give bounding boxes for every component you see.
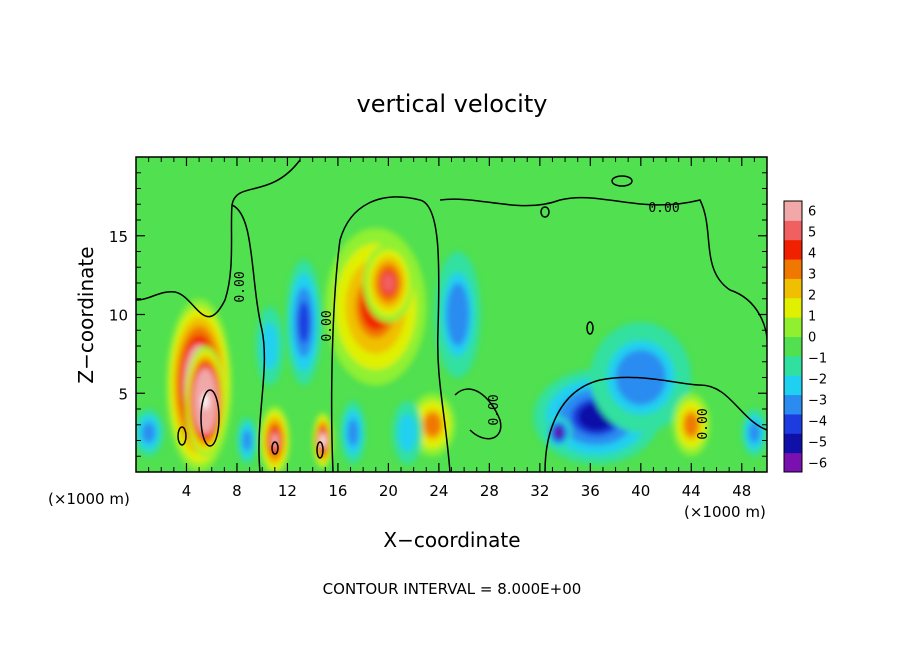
colorbar-swatch: [784, 355, 802, 376]
velocity-field: [136, 227, 767, 472]
x-tick-label: 44: [682, 482, 701, 500]
velocity-blob: [242, 430, 252, 451]
zero-contour-line: [136, 159, 301, 318]
contour-loop: [540, 206, 550, 218]
x-unit-label-right: (×1000 m): [684, 503, 766, 521]
colorbar-label: 3: [808, 268, 816, 283]
zero-contour-line: [231, 204, 266, 472]
y-axis-title: Z−coordinate: [74, 246, 98, 383]
contour-loop: [177, 426, 187, 446]
velocity-blob: [446, 283, 470, 346]
colorbar-swatch: [784, 336, 802, 357]
x-tick-label: 12: [278, 482, 297, 500]
velocity-blob: [684, 412, 699, 437]
x-axis-title: X−coordinate: [383, 528, 520, 552]
colorbar-label: 6: [808, 205, 816, 220]
colorbar-label: −3: [808, 393, 827, 408]
colorbar-swatch: [784, 317, 802, 337]
colorbar-frame: [783, 200, 803, 473]
velocity-blob: [347, 419, 359, 447]
contour-labels: 0.00 0.00 0.00 0.00 0.00: [233, 201, 711, 440]
colorbar-swatch: [784, 394, 802, 415]
velocity-blob: [398, 413, 417, 452]
velocity-blob: [555, 428, 562, 437]
contour-label: 0.00: [233, 271, 248, 302]
x-tick-label: 4: [182, 482, 192, 500]
y-tick-label: 10: [109, 307, 128, 325]
y-tick-label: 15: [109, 228, 128, 246]
velocity-blob: [297, 301, 310, 344]
colorbar-swatch: [784, 413, 802, 434]
x-unit-label-left: (×1000 m): [48, 490, 130, 508]
colorbar-swatch: [784, 297, 802, 318]
contour-label: 0.00: [648, 201, 679, 216]
velocity-blob: [261, 322, 279, 370]
zero-contour-line: [439, 196, 767, 341]
colorbar-label: −6: [808, 456, 827, 471]
contour-loop: [200, 389, 220, 447]
colorbar-swatch: [784, 239, 802, 260]
x-axis: 4 8 12 16 20 24 28 32 36 40 44 48: [148, 157, 755, 500]
colorbar-label: −4: [808, 414, 827, 429]
colorbar: 6 5 4 3 2 1 0 −1 −2 −3 −4 −5 −6: [783, 200, 827, 473]
colorbar-label: −2: [808, 372, 827, 387]
colorbar-label: 2: [808, 289, 816, 304]
colorbar-swatch: [784, 220, 802, 241]
chart-title: vertical velocity: [357, 90, 548, 118]
colorbar-label: 5: [808, 226, 816, 241]
colorbar-swatch: [784, 375, 802, 396]
x-tick-label: 20: [379, 482, 398, 500]
contour-loop: [586, 321, 594, 335]
contour-label: 0.00: [487, 394, 502, 425]
x-tick-label: 48: [732, 482, 751, 500]
x-tick-label: 16: [328, 482, 347, 500]
colorbar-swatch: [784, 433, 802, 454]
velocity-blob: [748, 422, 760, 443]
contour-loop: [316, 441, 324, 459]
x-tick-label: 28: [480, 482, 499, 500]
zero-contour-line: [454, 388, 502, 440]
x-tick-label: 32: [530, 482, 549, 500]
velocity-blob: [142, 422, 156, 443]
colorbar-label: 0: [808, 331, 816, 346]
velocity-blob: [424, 412, 442, 437]
colorbar-swatch: [784, 278, 802, 299]
zero-contour-line: [330, 196, 451, 472]
y-axis: 5 10 15: [109, 172, 767, 457]
colorbar-swatch: [784, 201, 802, 221]
contour-interval-note: CONTOUR INTERVAL = 8.000E+00: [323, 580, 582, 598]
x-tick-label: 24: [429, 482, 448, 500]
contour-label: 0.00: [320, 310, 335, 341]
colorbar-label: 4: [808, 247, 816, 262]
y-tick-label: 5: [118, 385, 128, 403]
colorbar-swatch: [784, 452, 802, 473]
x-tick-label: 36: [581, 482, 600, 500]
x-tick-label: 8: [232, 482, 242, 500]
zero-contours: [136, 159, 767, 472]
contour-loop: [611, 175, 633, 187]
zero-contour-line: [544, 376, 767, 472]
colorbar-label: −1: [808, 351, 827, 366]
contour-label: 0.00: [696, 408, 711, 439]
colorbar-label: −5: [808, 435, 827, 450]
x-tick-label: 40: [631, 482, 650, 500]
colorbar-swatch: [784, 259, 802, 279]
colorbar-label: 1: [808, 310, 816, 325]
contour-loop: [271, 441, 279, 455]
velocity-blob: [382, 273, 395, 293]
